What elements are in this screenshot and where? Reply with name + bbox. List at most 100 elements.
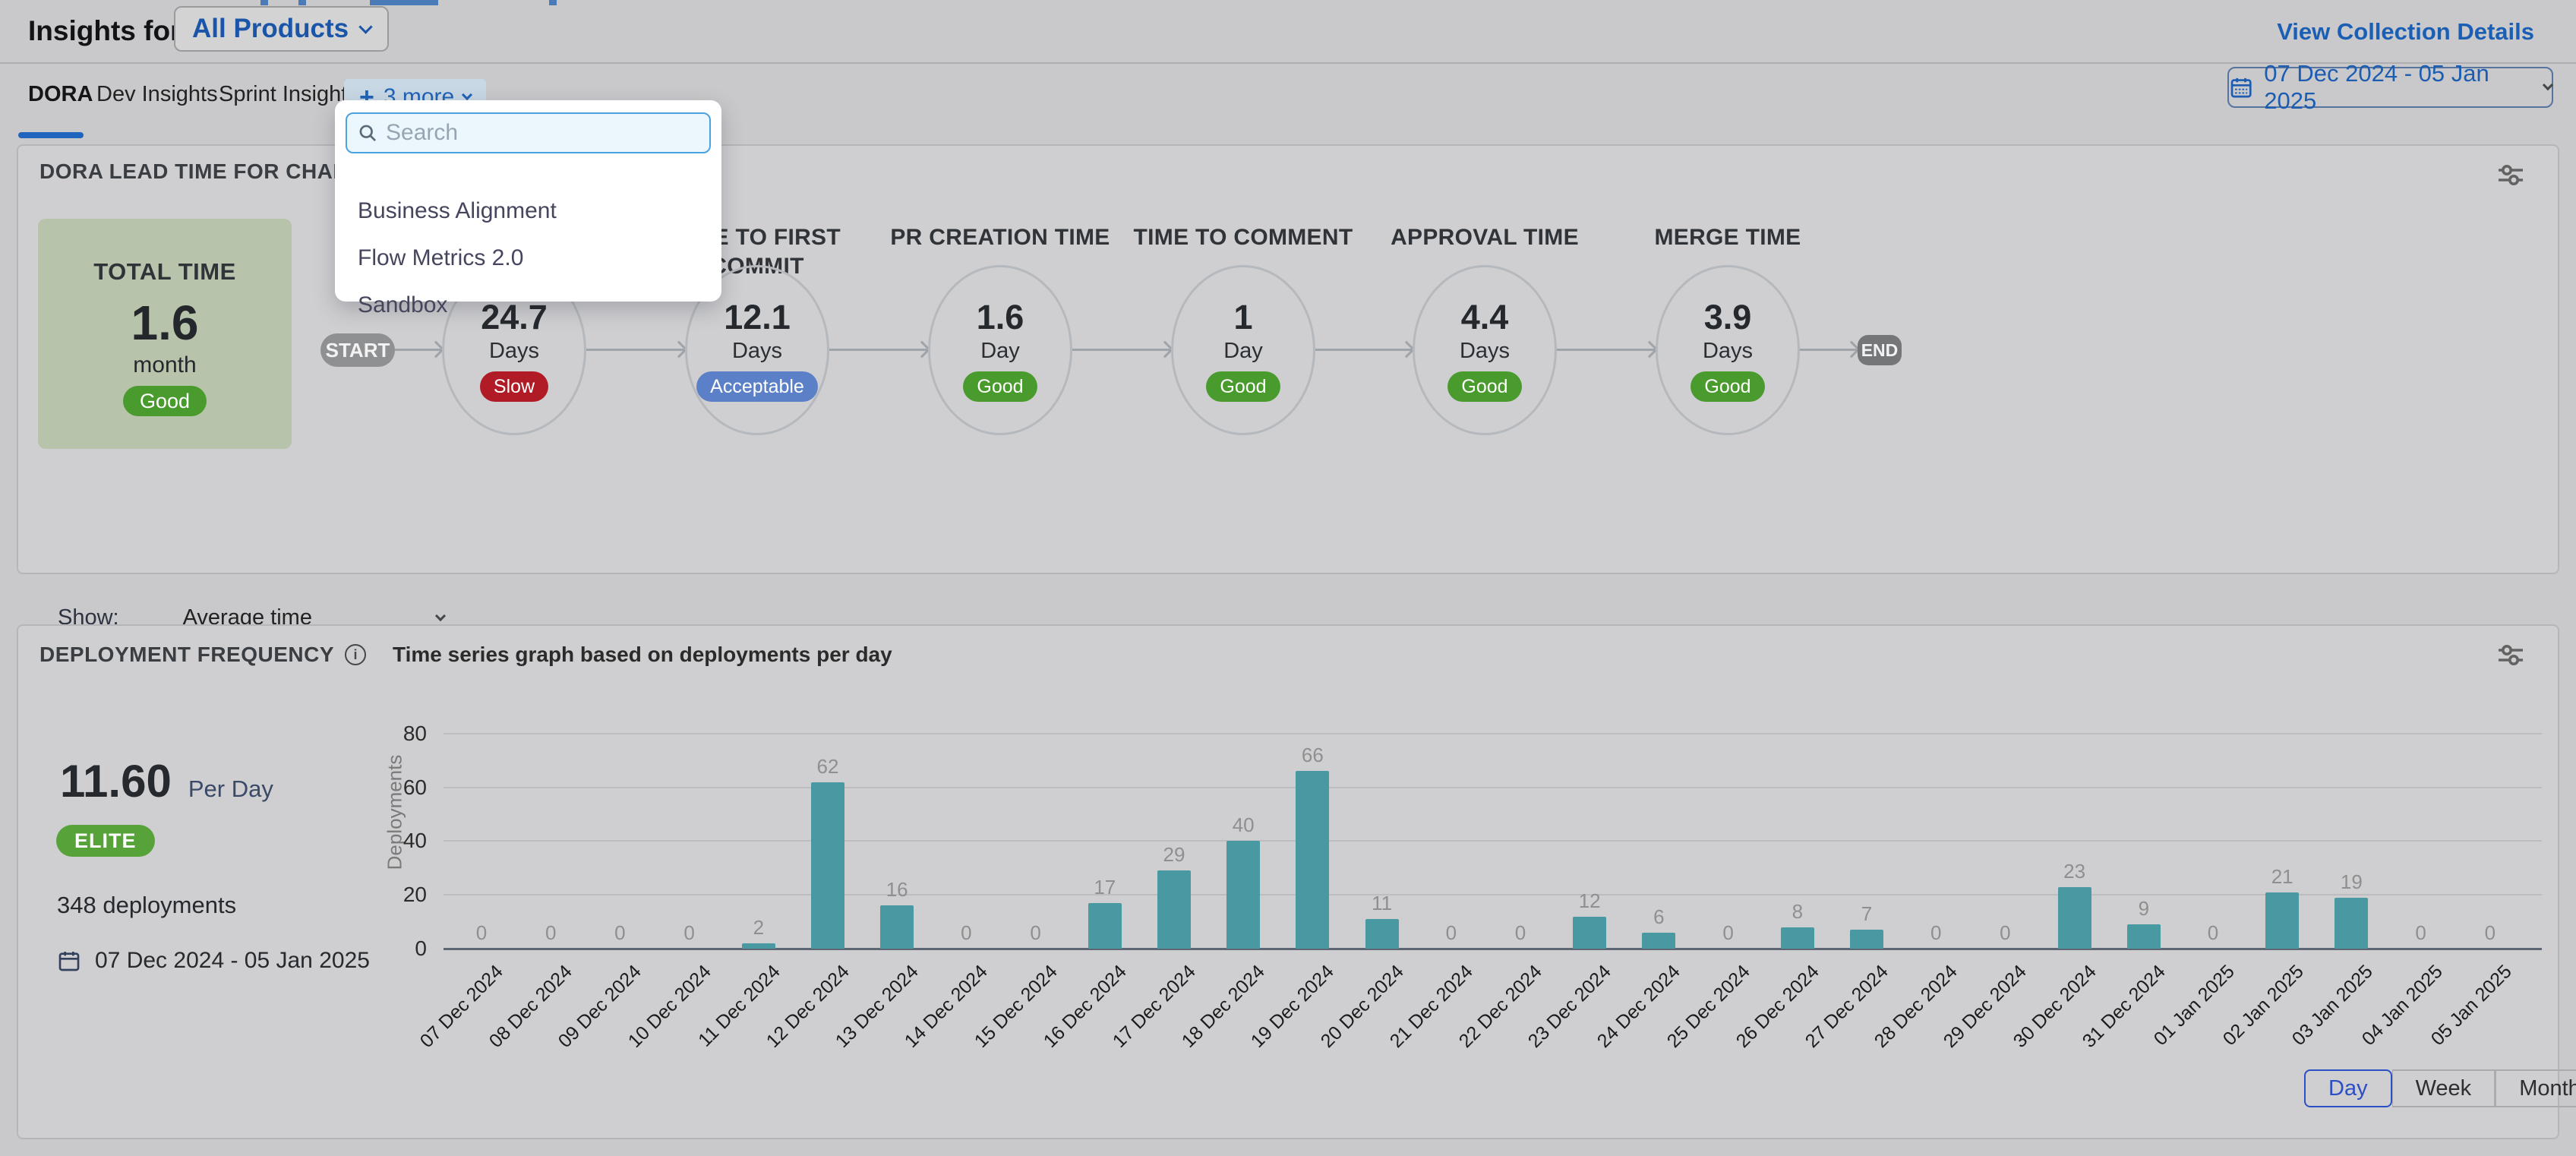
bar-value-label: 2 [753,915,765,939]
bar-value-label: 6 [1653,905,1665,928]
bar-value-label: 12 [1578,889,1601,912]
total-time-panel: TOTAL TIME 1.6 month Good [38,219,292,449]
stage-unit: Days [731,339,783,363]
bar-value-label: 23 [2063,859,2086,883]
bar-30-dec-2024[interactable] [2057,886,2091,949]
stage-node-approval-time: 4.4 Days Good [1413,265,1557,435]
deployment-frequency-title: DEPLOYMENT FREQUENCY [39,643,335,666]
collection-selector-button[interactable]: All Products [174,6,390,52]
clipped-toolbar-fragment [549,0,557,5]
bar-26-dec-2024[interactable] [1780,927,1814,949]
bar-value-label: 17 [1094,875,1116,899]
flow-arrow-line [1557,349,1656,351]
search-icon [359,125,377,141]
lead-time-card: DORA LEAD TIME FOR CHANGES REPORT TOTAL … [17,144,2559,689]
stage-label-merge-time: MERGE TIME [1654,225,1801,250]
chart-subtitle: Time series graph based on deployments p… [393,643,892,666]
bar-12-dec-2024[interactable] [811,782,844,949]
clipped-toolbar-fragment [260,0,268,5]
bar-27-dec-2024[interactable] [1850,930,1883,949]
more-tabs-dropdown: Business Alignment Flow Metrics 2.0 Sandbo… [335,100,721,317]
bar-value-label: 0 [1930,921,1942,944]
deployments-total: 348 deployments [57,892,237,918]
bar-value-label: 0 [683,921,695,944]
stage-node-time-to-first-commit: 12.1 Days Acceptable [685,265,829,435]
bar-value-label: 62 [816,754,839,778]
granularity-day[interactable]: Day [2304,1069,2392,1107]
calendar-icon [58,952,80,971]
bar-03-jan-2025[interactable] [2334,897,2369,949]
bar-16-dec-2024[interactable] [1088,902,1122,949]
active-tab-underline [18,132,84,138]
y-tick-label: 80 [402,721,427,745]
stage-node-stage-1: 24.7 Days Slow [442,265,586,435]
chevron-down-icon [462,89,473,101]
view-collection-details-link[interactable]: View Collection Details [2277,18,2534,45]
flow-arrow-line [1800,349,1858,351]
stage-unit: Days [1459,339,1511,363]
stage-status-badge: Good [1206,371,1280,402]
bar-value-label: 40 [1232,813,1255,837]
gridline [444,732,2542,734]
bar-value-label: 0 [1722,921,1734,944]
gridline [444,786,2542,788]
chevron-down-icon [434,610,447,621]
bar-value-label: 0 [545,921,557,944]
bar-20-dec-2024[interactable] [1365,919,1399,949]
bar-24-dec-2024[interactable] [1642,932,1676,949]
granularity-week[interactable]: Week [2391,1069,2496,1107]
deployment-date-range: 07 Dec 2024 - 05 Jan 2025 [57,948,370,974]
stage-value: 4.4 [1460,298,1509,336]
y-tick-label: 0 [415,936,427,960]
widget-settings-icon[interactable] [2496,161,2526,188]
y-tick-label: 40 [402,829,427,853]
bar-value-label: 11 [1372,892,1393,915]
dropdown-search-input[interactable] [386,120,699,146]
total-time-unit: month [133,352,197,377]
tab-sprint-insights[interactable]: Sprint Insights [219,82,358,106]
bar-02-jan-2025[interactable] [2265,892,2300,949]
info-icon[interactable]: i [345,644,367,665]
bar-31-dec-2024[interactable] [2126,924,2161,949]
stage-unit: Day [1223,339,1263,363]
widget-settings-icon[interactable] [2496,641,2526,668]
bar-13-dec-2024[interactable] [880,905,914,949]
bar-value-label: 0 [2484,921,2496,944]
date-range-button[interactable]: 07 Dec 2024 - 05 Jan 2025 [2227,60,2554,114]
gridline [444,894,2542,896]
stage-label-approval-time: APPROVAL TIME [1391,225,1579,250]
deployment-frequency-card: DEPLOYMENT FREQUENCY i Time series graph… [17,624,2576,1139]
dropdown-item-flow-metrics-2-0[interactable]: Flow Metrics 2.0 [358,245,524,270]
bar-value-label: 0 [2415,921,2426,944]
dropdown-search-box[interactable] [346,112,711,153]
granularity-month[interactable]: Month [2496,1069,2576,1107]
stage-value: 24.7 [481,298,548,336]
bar-11-dec-2024[interactable] [741,943,775,949]
dropdown-item-business-alignment[interactable]: Business Alignment [358,198,557,223]
flow-arrow-line [586,349,685,351]
tab-dev-insights[interactable]: Dev Insights [96,82,218,106]
bar-value-label: 19 [2340,870,2363,893]
deployment-rate-unit: Per Day [188,775,273,802]
gridline [444,840,2542,842]
date-range-label: 07 Dec 2024 - 05 Jan 2025 [2264,60,2489,114]
bar-value-label: 0 [961,921,972,944]
stage-status-badge: Good [1690,371,1765,402]
flow-start-node: START [320,333,395,367]
bar-23-dec-2024[interactable] [1573,916,1607,949]
bar-19-dec-2024[interactable] [1296,771,1330,949]
clipped-toolbar-fragment [298,0,306,5]
stage-status-badge: Acceptable [696,371,818,402]
tab-dora[interactable]: DORA [28,82,93,106]
stage-status-badge: Slow [479,371,549,402]
dropdown-item-sandbox[interactable]: Sandbox [358,292,448,317]
bar-18-dec-2024[interactable] [1226,841,1261,949]
bar-value-label: 66 [1301,744,1324,767]
deployment-date-range-label: 07 Dec 2024 - 05 Jan 2025 [95,948,370,973]
total-time-label: TOTAL TIME [93,258,236,285]
calendar-icon [2230,77,2252,98]
stage-status-badge: Good [963,371,1037,402]
bar-17-dec-2024[interactable] [1157,870,1191,949]
stage-value: 1.6 [976,298,1024,336]
bar-value-label: 0 [2207,921,2219,944]
